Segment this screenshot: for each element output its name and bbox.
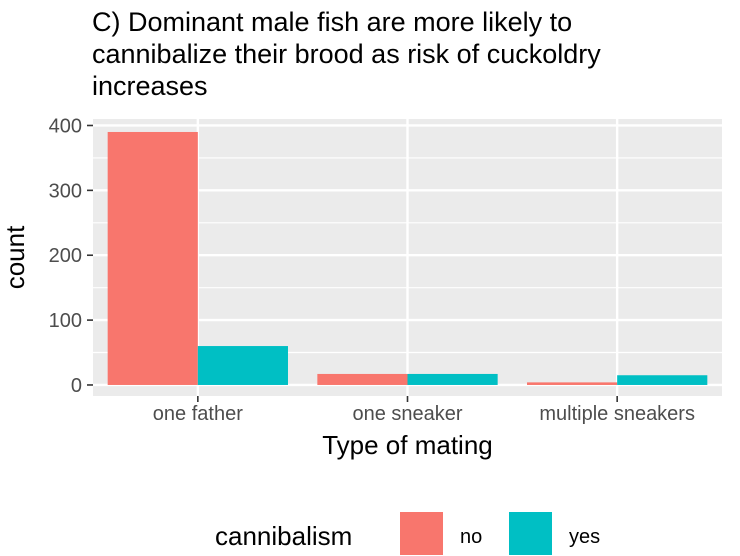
x-tick-label: one father: [153, 403, 243, 425]
bar-yes-2: [407, 373, 498, 385]
y-axis-title: count: [0, 225, 30, 289]
legend-label-yes: yes: [569, 526, 600, 548]
bar-no-2: [317, 373, 408, 385]
title-line-2: cannibalize their brood as risk of cucko…: [92, 39, 601, 69]
chart-title: C) Dominant male fish are more likely to…: [92, 6, 732, 102]
x-axis-title: Type of mating: [322, 430, 493, 460]
legend-key-no: [400, 512, 443, 555]
legend: cannibalism no yes: [215, 512, 600, 555]
bars: [107, 131, 708, 385]
bar-yes-3: [617, 375, 708, 385]
legend-key-yes: [509, 512, 552, 555]
title-line-3: increases: [92, 71, 208, 101]
y-tick-label: 100: [49, 310, 82, 332]
legend-title: cannibalism: [215, 521, 352, 551]
legend-label-no: no: [460, 526, 482, 548]
y-tick-label: 0: [71, 375, 82, 397]
y-tick-label: 300: [49, 180, 82, 202]
bar-no-1: [107, 131, 198, 385]
title-line-1: C) Dominant male fish are more likely to: [92, 7, 573, 37]
y-tick-label: 200: [49, 245, 82, 267]
x-tick-label: multiple sneakers: [539, 403, 695, 425]
bar-yes-1: [197, 346, 288, 385]
y-tick-label: 400: [49, 115, 82, 137]
y-axis: 0 100 200 300 400: [49, 115, 93, 397]
bar-no-3: [527, 382, 618, 385]
x-tick-label: one sneaker: [352, 403, 462, 425]
x-axis: one father one sneaker multiple sneakers: [153, 396, 695, 425]
